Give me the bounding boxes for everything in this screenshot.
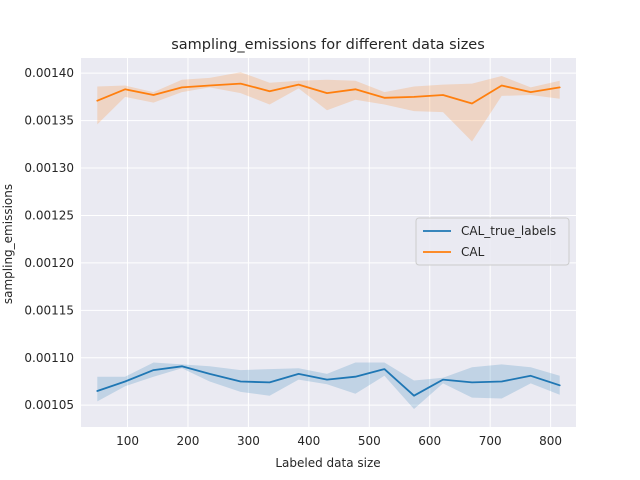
x-tick-label: 700 [479, 434, 502, 448]
legend-label-cal: CAL [461, 245, 485, 259]
legend-label-cal-true-labels: CAL_true_labels [461, 224, 556, 238]
y-tick-labels: 0.00105 0.00110 0.00115 0.00120 0.00125 0.001… [24, 66, 74, 412]
grid [81, 58, 576, 427]
series-lines [96, 82, 561, 397]
x-tick-label: 800 [539, 434, 562, 448]
line-cal-true-labels [96, 365, 561, 397]
y-tick-label: 0.00105 [24, 398, 74, 412]
x-tick-label: 200 [177, 434, 200, 448]
x-tick-label: 400 [297, 434, 320, 448]
y-tick-label: 0.00135 [24, 114, 74, 128]
line-cal [96, 82, 561, 105]
y-tick-label: 0.00115 [24, 303, 74, 317]
y-tick-label: 0.00120 [24, 256, 74, 270]
legend-box [415, 217, 570, 266]
legend: CAL_true_labels CAL [415, 217, 570, 266]
y-axis-label: sampling_emissions [1, 184, 15, 304]
y-tick-label: 0.00110 [24, 351, 74, 365]
y-tick-label: 0.00140 [24, 66, 74, 80]
band-cal [97, 72, 560, 142]
chart-title: sampling_emissions for different data si… [171, 37, 485, 53]
x-axis-label: Labeled data size [275, 456, 380, 470]
x-tick-label: 300 [237, 434, 260, 448]
x-tick-label: 100 [116, 434, 139, 448]
y-tick-label: 0.00125 [24, 208, 74, 222]
y-tick-label: 0.00130 [24, 161, 74, 175]
x-tick-label: 600 [418, 434, 441, 448]
x-tick-labels: 100 200 300 400 500 600 700 800 [116, 434, 562, 448]
x-tick-label: 500 [358, 434, 381, 448]
